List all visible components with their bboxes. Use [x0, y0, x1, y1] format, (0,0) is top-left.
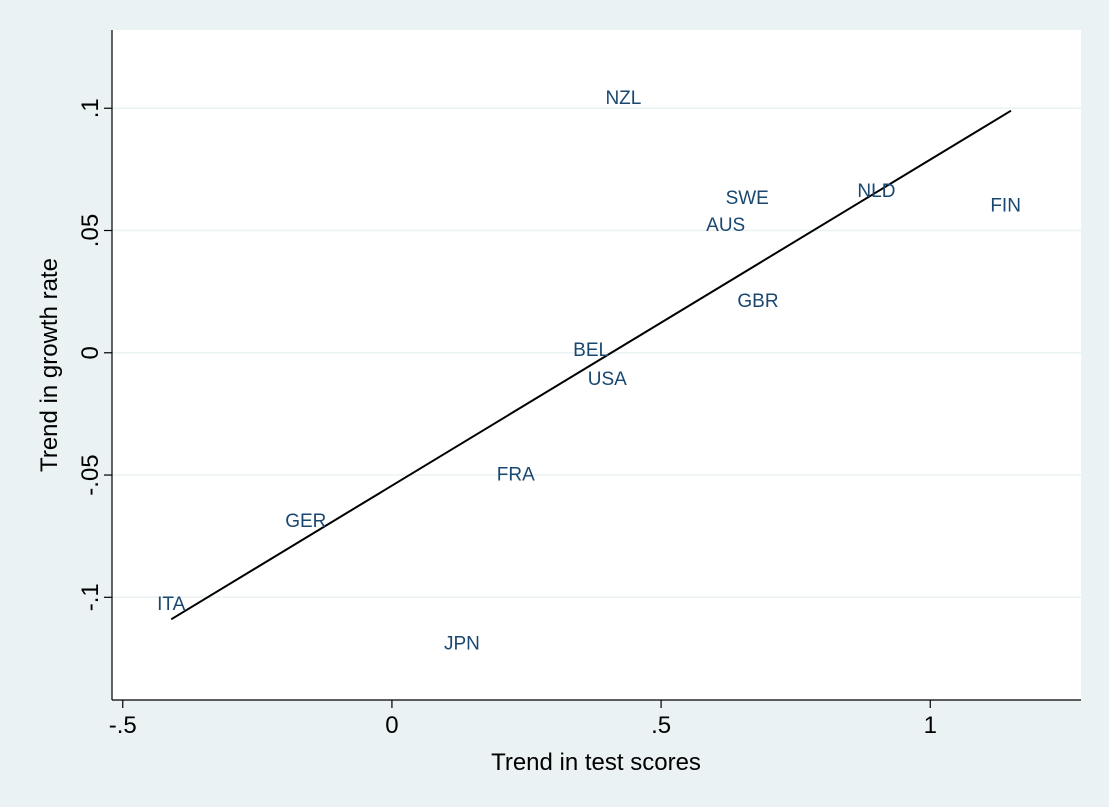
y-axis-title: Trend in growth rate [36, 258, 63, 472]
point-label-ger: GER [285, 511, 326, 532]
x-tick-label: 0 [385, 712, 398, 739]
x-tick-label: -.5 [109, 712, 137, 739]
point-label-usa: USA [588, 369, 627, 390]
point-label-nzl: NZL [605, 88, 641, 109]
point-label-aus: AUS [706, 215, 745, 236]
x-tick-label: 1 [924, 712, 937, 739]
y-tick-label: 0 [77, 346, 104, 359]
x-tick-label: .5 [651, 712, 671, 739]
point-label-swe: SWE [726, 188, 769, 209]
point-label-jpn: JPN [444, 633, 480, 654]
country-points: NZL SWE AUS NLD FIN GBR BEL USA FRA GER ITA JPN [157, 88, 1021, 654]
y-tick-label: .1 [77, 98, 104, 118]
x-axis-ticks: -.5 0 .5 1 [109, 700, 937, 739]
y-axis-ticks: -.1 -.05 0 .05 .1 [77, 98, 112, 611]
point-label-bel: BEL [573, 340, 609, 361]
y-tick-label: .05 [77, 214, 104, 247]
point-label-gbr: GBR [737, 291, 778, 312]
point-label-nld: NLD [857, 181, 895, 202]
point-label-fin: FIN [990, 196, 1021, 217]
y-tick-label: -.1 [77, 583, 104, 611]
y-tick-label: -.05 [77, 454, 104, 495]
point-label-fra: FRA [497, 465, 535, 486]
plot-area [112, 30, 1081, 700]
fitted-line [170, 109, 1012, 621]
grid-lines [112, 107, 1081, 599]
point-label-ita: ITA [157, 594, 185, 615]
x-axis-title: Trend in test scores [491, 749, 701, 776]
